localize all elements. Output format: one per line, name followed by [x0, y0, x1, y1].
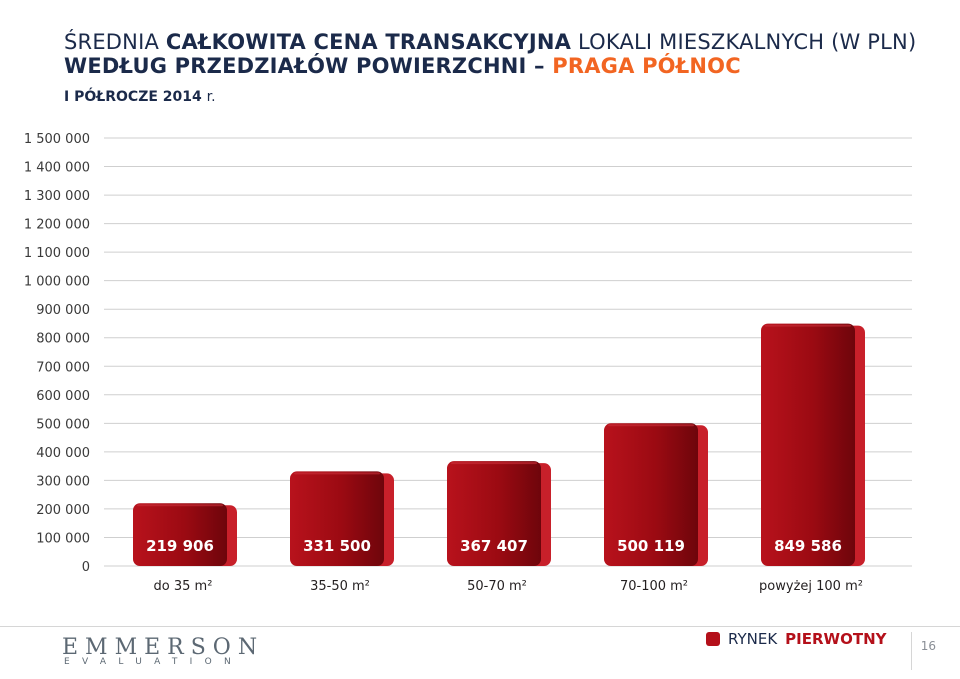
bar-highlight [137, 504, 223, 507]
market-label: RYNEK [728, 630, 778, 648]
category-label: do 35 m² [154, 579, 213, 594]
title-part-2: całkowita cena transakcyjna [165, 30, 572, 54]
category-label: 35-50 m² [310, 579, 370, 594]
y-tick-label: 800 000 [36, 332, 90, 347]
y-tick-label: 1 100 000 [24, 246, 90, 261]
y-tick-label: 700 000 [36, 360, 90, 375]
bar [447, 461, 541, 566]
market-label-strong: PIERWOTNY [785, 630, 887, 648]
value-label: 500 119 [617, 537, 685, 555]
bar-highlight [451, 462, 537, 465]
value-label: 331 500 [303, 537, 371, 555]
chart-title: Średnia całkowita cena transakcyjna loka… [64, 30, 916, 78]
bar [761, 323, 855, 566]
y-tick-label: 1 000 000 [24, 275, 90, 290]
title-part-1: Średnia [64, 30, 160, 54]
y-tick-label: 500 000 [36, 417, 90, 432]
title-line-1: Średnia całkowita cena transakcyjna loka… [64, 30, 916, 54]
title-accent: praga północ [552, 54, 741, 78]
bar-chart: 0 100 000 200 000 300 000 400 000 500 000 600 … [24, 132, 912, 594]
value-label: 367 407 [460, 537, 528, 555]
market-badge: RYNEK PIERWOTNY [706, 630, 887, 648]
y-tick-label: 200 000 [36, 503, 90, 518]
y-tick-label: 1 200 000 [24, 218, 90, 233]
y-tick-label: 100 000 [36, 531, 90, 546]
period-suffix: r. [206, 89, 216, 105]
y-tick-label: 1 300 000 [24, 189, 90, 204]
footer-separator [911, 632, 912, 670]
value-label: 219 906 [146, 537, 214, 555]
category-label: 70-100 m² [620, 579, 688, 594]
bar [133, 503, 227, 566]
bar [290, 471, 384, 566]
y-tick-label: 600 000 [36, 389, 90, 404]
y-tick-label: 1 500 000 [24, 132, 90, 147]
category-label: 50-70 m² [467, 579, 527, 594]
bar-highlight [294, 472, 380, 475]
company-logo: EMMERSON [62, 635, 265, 660]
value-label: 849 586 [774, 537, 842, 555]
footer-divider [0, 626, 960, 627]
y-tick-label: 900 000 [36, 303, 90, 318]
y-tick-label: 300 000 [36, 474, 90, 489]
y-tick-label: 1 400 000 [24, 161, 90, 176]
category-label: powyżej 100 m² [759, 579, 863, 594]
period-main: I PÓŁROCZE 2014 [64, 89, 202, 105]
y-tick-label: 400 000 [36, 446, 90, 461]
company-logo-subtitle: EVALUATION [64, 657, 244, 667]
market-square-icon [706, 632, 720, 646]
period-label: I PÓŁROCZE 2014 r. [64, 89, 216, 105]
bar-highlight [765, 324, 851, 327]
page-number: 16 [920, 639, 936, 653]
bar-highlight [608, 424, 694, 427]
bar [604, 423, 698, 566]
title-part-3: lokali mieszkalnych (w pln) [577, 30, 917, 54]
title-part-4: według przedziałów powierzchni – [64, 54, 545, 78]
y-tick-label: 0 [82, 560, 90, 575]
title-line-2: według przedziałów powierzchni – praga p… [64, 54, 916, 78]
